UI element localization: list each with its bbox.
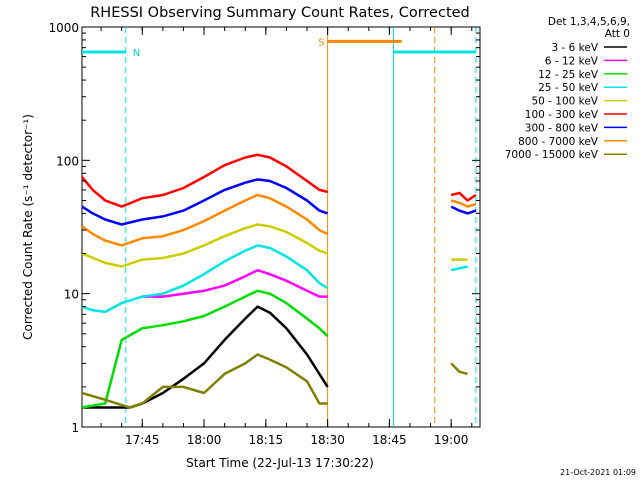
y-axis-label: Corrected Count Rate (s⁻¹ detector⁻¹) [21,114,35,340]
legend-label: 7000 - 15000 keV [505,149,599,161]
y-tick-label: 100 [56,154,79,168]
legend-label: 50 - 100 keV [531,96,598,108]
data-series [81,153,477,409]
series-line [450,199,477,208]
night-label: N [133,48,140,59]
series-line [450,191,477,202]
series-line [81,178,329,226]
series-line [81,289,329,409]
axis-ticks: 1 10 100 1000 17:45 18:00 18:15 18:30 18:45 19:00 [48,21,480,447]
y-tick-label: 1 [71,421,79,435]
x-tick-label: 18:15 [249,433,284,447]
y-tick-label: 10 [64,288,79,302]
x-tick-label: 18:30 [310,433,345,447]
orbit-annotations: NS [82,27,477,427]
legend-label: 25 - 50 keV [538,82,599,94]
legend-header-line-1: Det 1,3,4,5,6,9, [548,16,630,28]
x-axis-label: Start Time (22-Jul-13 17:30:22) [186,456,374,470]
y-tick-label: 1000 [48,21,79,35]
legend-label: 300 - 800 keV [525,122,599,134]
plot-axes [81,26,481,428]
plot-frame [81,26,481,428]
series-line [450,362,468,376]
chart-title: RHESSI Observing Summary Count Rates, Co… [90,5,470,21]
series-line [81,353,328,409]
x-tick-label: 18:00 [187,433,222,447]
series-line [142,268,328,298]
legend-label: 12 - 25 keV [538,69,599,81]
legend-label: 3 - 6 keV [551,42,598,54]
legend-header-line-2: Att 0 [605,28,630,40]
series-line [81,223,329,268]
series-line [450,205,477,215]
saa-label: S [318,37,324,48]
footer-timestamp: 21-Oct-2021 01:09 [560,468,636,477]
x-tick-label: 19:00 [434,433,469,447]
legend-label: 800 - 7000 keV [518,136,599,148]
series-line [81,153,328,208]
legend-label: 6 - 12 keV [545,55,599,67]
series-line [81,244,329,314]
x-tick-label: 18:45 [372,433,407,447]
series-line [450,265,468,272]
x-tick-label: 17:45 [125,433,160,447]
series-line [81,193,329,247]
legend-label: 100 - 300 keV [525,109,599,121]
